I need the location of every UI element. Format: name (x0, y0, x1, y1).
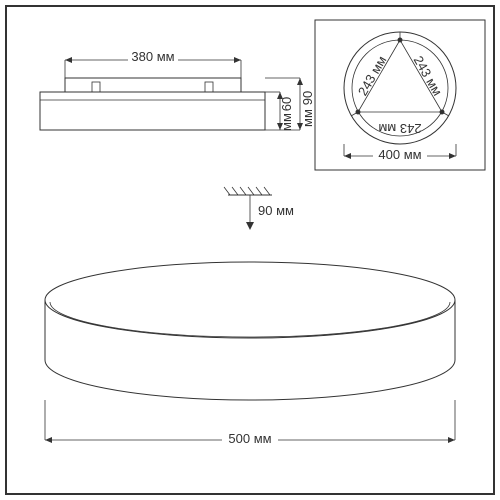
back-view: 243 мм 243 мм 243 мм 400 мм (315, 20, 485, 170)
hatch-icon (264, 187, 270, 195)
front-view: 500 мм (45, 262, 455, 446)
profile-ring-left (92, 82, 100, 92)
front-width-label: 500 мм (228, 431, 271, 446)
front-bottom-arc (45, 360, 455, 400)
drawing-svg: 380 мм 90 мм 60 мм (0, 0, 500, 500)
profile-h90-num: 90 (300, 91, 315, 105)
tri-label-1: 243 мм (355, 53, 390, 98)
profile-body (40, 92, 265, 130)
profile-h60-num: 60 (279, 97, 294, 111)
outer-frame (6, 6, 494, 494)
profile-view: 380 мм 90 мм 60 мм (40, 48, 315, 131)
profile-h60-unit: мм (279, 113, 294, 131)
arrow-up-icon (297, 78, 303, 85)
arrow-left-icon (45, 437, 52, 443)
hatch-icon (248, 187, 254, 195)
profile-top-dim: 380 мм (65, 48, 241, 78)
back-bottom-dim: 400 мм (344, 144, 456, 162)
hatch-icon (240, 187, 246, 195)
profile-ring-right (205, 82, 213, 92)
drop-label: 90 мм (258, 203, 294, 218)
tri-label-3: 243 мм (378, 121, 421, 136)
profile-top-cap (65, 78, 241, 92)
back-width-label: 400 мм (378, 147, 421, 162)
tri-label-2: 243 мм (411, 53, 446, 98)
front-inner-arc (50, 302, 450, 337)
profile-h90-unit: мм (300, 109, 315, 127)
drawing-canvas: 380 мм 90 мм 60 мм (0, 0, 500, 500)
arrow-right-icon (448, 437, 455, 443)
hatch-icon (224, 187, 230, 195)
front-width-dim: 500 мм (45, 400, 455, 446)
arrow-left-icon (344, 153, 351, 159)
profile-width-label: 380 мм (131, 49, 174, 64)
hatch-icon (256, 187, 262, 195)
arrow-left-icon (65, 57, 72, 63)
arrow-down-icon (246, 222, 254, 230)
arrow-right-icon (449, 153, 456, 159)
ceiling-symbol: 90 мм (224, 187, 294, 230)
arrow-right-icon (234, 57, 241, 63)
profile-height-60: 60 мм (265, 92, 294, 131)
hatch-icon (232, 187, 238, 195)
